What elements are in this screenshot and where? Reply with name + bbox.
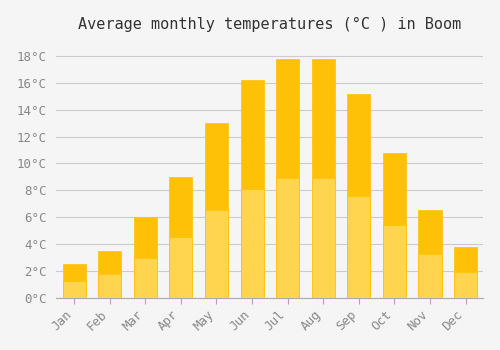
Bar	[98, 251, 122, 298]
Bar	[454, 247, 477, 298]
Bar	[418, 254, 442, 298]
Bar	[240, 189, 264, 298]
Bar	[454, 272, 477, 298]
Bar	[170, 237, 192, 298]
Bar	[62, 281, 86, 298]
Title: Average monthly temperatures (°C ) in Boom: Average monthly temperatures (°C ) in Bo…	[78, 17, 462, 32]
Bar	[312, 59, 335, 298]
Bar	[134, 217, 157, 298]
Bar	[347, 93, 370, 298]
Bar	[347, 196, 370, 298]
Bar	[170, 177, 192, 298]
Bar	[383, 153, 406, 298]
Bar	[276, 59, 299, 298]
Bar	[312, 178, 335, 298]
Bar	[276, 178, 299, 298]
Bar	[98, 274, 122, 298]
Bar	[134, 258, 157, 298]
Bar	[205, 123, 228, 298]
Bar	[62, 264, 86, 298]
Bar	[205, 210, 228, 298]
Bar	[383, 225, 406, 298]
Bar	[418, 210, 442, 298]
Bar	[240, 80, 264, 298]
